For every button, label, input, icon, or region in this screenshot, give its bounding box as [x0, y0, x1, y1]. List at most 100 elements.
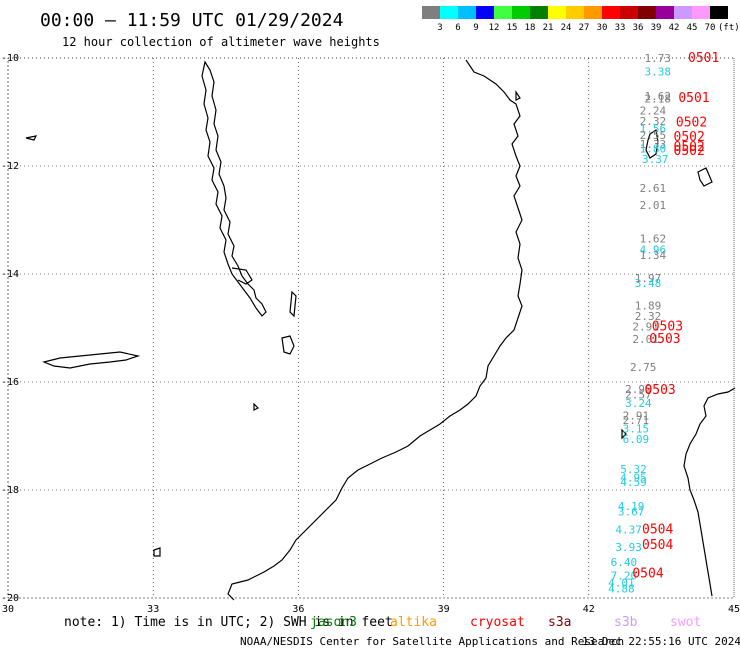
- satellite-name: s3b: [614, 615, 638, 630]
- wave-height-label: 1.62: [640, 232, 667, 245]
- wave-height-label: 2.57: [625, 388, 652, 401]
- wave-height-label: 4.59: [620, 476, 647, 489]
- legend-swatch: [458, 6, 476, 19]
- satellite-name: swot: [670, 615, 701, 630]
- wave-height-label: 3.15: [623, 422, 650, 435]
- lake-bangweulu: [42, 351, 141, 369]
- lat-tick-label: -14: [1, 269, 19, 280]
- legend-label: 9: [473, 23, 478, 33]
- lat-lon-grid: 30 33 36 39 42 45 -10 -12 -14 -16 -18 -20: [1, 53, 740, 615]
- legend-swatch: [620, 6, 638, 19]
- wave-height-label: 1.56: [640, 123, 667, 136]
- wave-height-label: 3.48: [635, 277, 662, 290]
- lat-tick-label: -16: [1, 377, 19, 388]
- wave-height-label: 6.09: [623, 433, 650, 446]
- legend-swatch: [422, 6, 440, 19]
- wave-height-label: 1.62: [644, 90, 671, 103]
- wave-height-label: 2.32: [635, 310, 662, 323]
- wave-height-label: 5.32: [620, 463, 647, 476]
- legend-swatch: [638, 6, 656, 19]
- legend-swatch: [656, 6, 674, 19]
- lon-tick-label: 36: [292, 604, 304, 615]
- comoros-anjouan: [697, 167, 713, 187]
- lon-tick-label: 42: [583, 604, 595, 615]
- wave-height-label: 3.24: [625, 397, 652, 410]
- wave-height-label: 2.95: [625, 383, 652, 396]
- legend-swatch: [602, 6, 620, 19]
- legend-swatch: [512, 6, 530, 19]
- islet-coast-2: [621, 428, 627, 440]
- map-subtitle: 12 hour collection of altimeter wave hei…: [62, 35, 380, 49]
- legend-label: 6: [455, 23, 460, 33]
- wave-height-label: 2.61: [640, 182, 667, 195]
- islet-west: [25, 135, 38, 141]
- wave-height-label: 1.33: [640, 138, 667, 151]
- lat-tick-label: -10: [1, 53, 19, 64]
- wave-height-label: 3.38: [644, 66, 671, 79]
- legend-unit: (ft): [718, 23, 740, 33]
- lake-chilwa: [281, 335, 295, 355]
- wave-height-label: 3.67: [618, 506, 645, 519]
- wave-height-label: 4.95: [620, 472, 647, 485]
- wave-height-label: 1.73: [644, 52, 671, 65]
- wave-height-label: 2.75: [630, 361, 657, 374]
- wave-height-labels: 1.733.381.622.182.242.321.562.551.331.80…: [608, 52, 671, 595]
- lon-tick-label: 45: [728, 604, 740, 615]
- wave-height-label: 2.24: [640, 104, 667, 117]
- wave-height-label: 1.80: [640, 143, 667, 156]
- pass-time-label: 0502: [676, 115, 707, 130]
- wave-height-label: 4.19: [618, 500, 645, 513]
- islet-south-west: [153, 547, 161, 557]
- zambezi-mark: [253, 402, 260, 411]
- legend-label: 36: [633, 23, 644, 33]
- lat-tick-label: -12: [1, 161, 19, 172]
- legend-label: 3: [437, 23, 442, 33]
- wave-height-label: 1.97: [635, 272, 662, 285]
- wave-height-label: 1.34: [640, 249, 667, 262]
- legend-label: 15: [507, 23, 518, 33]
- note-text: note: 1) Time is in UTC; 2) SWH is in fe…: [64, 615, 393, 630]
- pass-time-label: 0503: [644, 383, 675, 398]
- wave-height-label: 7.20: [611, 569, 638, 582]
- coastlines: [25, 59, 736, 601]
- legend-label: 12: [489, 23, 500, 33]
- wave-height-label: 2.32: [640, 115, 667, 128]
- legend-label: 24: [561, 23, 572, 33]
- legend-label: 39: [651, 23, 662, 33]
- wave-height-label: 3.93: [615, 541, 642, 554]
- satellite-name: cryosat: [470, 615, 525, 630]
- wave-height-label: 2.71: [623, 414, 650, 427]
- wave-height-label: 4.37: [615, 523, 642, 536]
- wave-height-label: 4.01: [608, 576, 635, 589]
- wave-height-label: 4.96: [640, 244, 667, 257]
- wave-height-label: 2.01: [640, 199, 667, 212]
- pass-time-label: 0502: [674, 144, 705, 159]
- pass-time-label: 0502: [674, 130, 705, 145]
- legend-label: 27: [579, 23, 590, 33]
- satellite-name: altika: [390, 615, 437, 630]
- pass-time-label: 0503: [652, 319, 683, 334]
- wave-height-label: 2.01: [632, 333, 659, 346]
- pass-time-label: 0504: [632, 567, 663, 582]
- satellite-legend: jason3 altika cryosat s3a s3b swot: [310, 615, 701, 630]
- pass-time-label: 0504: [642, 538, 673, 553]
- legend-label: 70: [705, 23, 716, 33]
- lake-malawi-outline: [201, 60, 267, 317]
- legend-swatch: [584, 6, 602, 19]
- legend-swatch: [440, 6, 458, 19]
- lake-shore-east: [231, 267, 253, 285]
- pass-time-label: 0504: [642, 522, 673, 537]
- pass-time-label: 0502: [674, 140, 705, 155]
- pass-time-label: 0501: [678, 91, 709, 106]
- legend-swatch: [674, 6, 692, 19]
- lat-tick-label: -20: [1, 593, 19, 604]
- plot-frame: [7, 57, 735, 599]
- comoros-grande-comore: [645, 128, 659, 159]
- wave-height-label: 2.18: [644, 93, 671, 106]
- islet-coast-1: [515, 90, 521, 101]
- lon-tick-label: 33: [147, 604, 159, 615]
- satellite-name: jason3: [310, 615, 357, 630]
- lon-tick-label: 39: [438, 604, 450, 615]
- islet-1: [289, 290, 297, 318]
- satellite-name: s3a: [548, 615, 571, 630]
